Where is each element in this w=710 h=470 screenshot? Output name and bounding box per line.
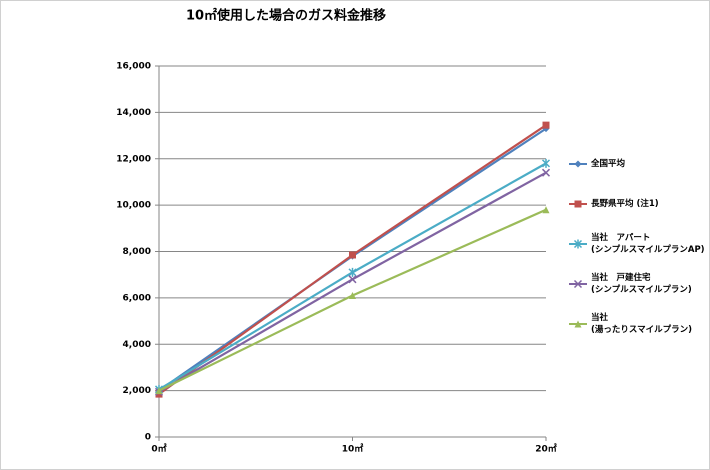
marker	[542, 206, 550, 214]
legend-label: 長野県平均 (注1)	[591, 199, 659, 209]
marker	[349, 251, 356, 259]
marker	[348, 275, 357, 284]
legend-marker	[573, 279, 583, 289]
y-tick-label: 12,000	[116, 154, 151, 164]
x-tick-label: 20㎡	[535, 443, 557, 455]
y-tick-label: 2,000	[123, 386, 151, 396]
marker	[542, 121, 550, 129]
x-tick-label: 0㎡	[151, 443, 166, 455]
legend-entry: 当社 戸建住宅 (シンプルスマイルプラン)	[569, 264, 707, 304]
marker	[541, 168, 551, 177]
marker	[348, 267, 357, 277]
legend-label: 当社 (湯ったりスマイルプラン)	[591, 313, 693, 335]
y-tick-label: 14,000	[116, 108, 151, 118]
y-tick-label: 0	[145, 433, 151, 443]
marker	[155, 387, 163, 395]
legend-marker	[573, 239, 583, 249]
legend-label: 当社 アパート (シンプルスマイルプランAP)	[591, 233, 705, 255]
y-tick-label: 6,000	[123, 293, 151, 303]
legend-entry: 長野県平均 (注1)	[569, 184, 707, 224]
x-tick-label: 10㎡	[342, 443, 364, 455]
legend-marker	[574, 320, 582, 328]
series-line	[158, 208, 547, 392]
legend-label: 全国平均	[591, 159, 626, 169]
legend-entry: 全国平均	[569, 144, 707, 184]
legend-swatch	[569, 320, 587, 328]
legend-entry: 当社 (湯ったりスマイルプラン)	[569, 304, 707, 344]
legend-marker	[574, 200, 582, 208]
legend-swatch	[569, 160, 587, 168]
legend-swatch	[569, 279, 587, 289]
legend-swatch	[569, 239, 587, 249]
legend-entry: 当社 アパート (シンプルスマイルプランAP)	[569, 224, 707, 264]
marker	[541, 158, 551, 168]
y-tick-label: 10,000	[116, 201, 151, 211]
y-tick-label: 8,000	[123, 247, 151, 257]
legend-swatch	[569, 200, 587, 208]
chart-title: 10㎡使用した場合のガス料金推移	[186, 8, 386, 24]
legend-marker	[574, 160, 582, 168]
y-tick-label: 4,000	[123, 340, 151, 350]
legend: 全国平均長野県平均 (注1) 当社 アパート (シンプルスマイルプランAP) 当社 …	[569, 144, 707, 344]
marker	[349, 292, 356, 300]
y-tick-label: 16,000	[116, 62, 151, 72]
legend-label: 当社 戸建住宅 (シンプルスマイルプラン)	[591, 273, 692, 295]
